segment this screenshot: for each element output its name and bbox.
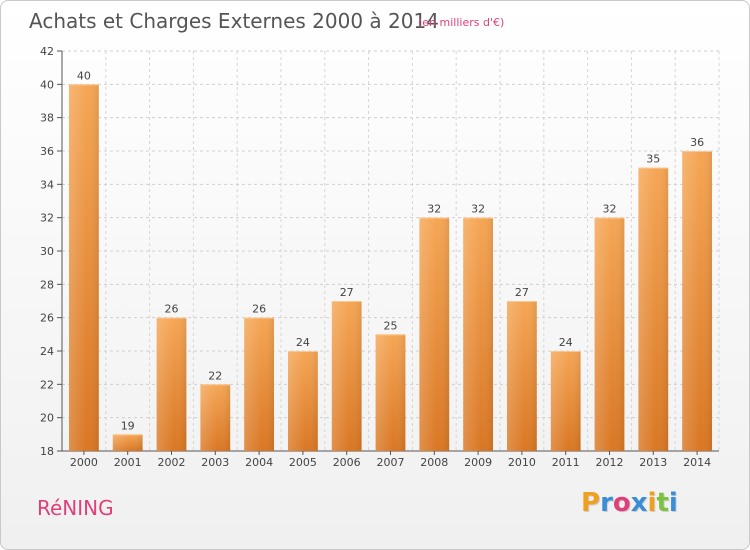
x-tick-label: 2001	[114, 456, 142, 469]
x-tick-label: 2007	[377, 456, 405, 469]
data-label: 27	[340, 286, 354, 299]
y-tick-label: 38	[40, 112, 54, 125]
data-label: 25	[384, 319, 398, 332]
x-tick-label: 2000	[70, 456, 98, 469]
y-tick-label: 40	[40, 78, 54, 91]
bar-shade	[463, 217, 493, 451]
bar-shade	[682, 151, 712, 451]
y-tick-label: 26	[40, 312, 54, 325]
chart-title: Achats et Charges Externes 2000 à 2014	[29, 9, 439, 33]
bar-shade	[112, 434, 143, 451]
x-tick-label: 2002	[158, 456, 186, 469]
data-label: 27	[515, 286, 529, 299]
data-label: 26	[165, 303, 179, 316]
proxiti-logo: Proxiti	[581, 488, 678, 518]
logo-letter: i	[668, 488, 678, 518]
y-tick-label: 30	[40, 245, 54, 258]
x-axis-ticks: 2000 2001 2002 2003 2004 2005 2006 2007 2008 2009…	[70, 456, 711, 469]
logo-letter: P	[581, 488, 601, 518]
data-label: 40	[77, 69, 91, 82]
bar-shade	[288, 351, 318, 451]
y-tick-label: 24	[40, 345, 54, 358]
bar-shade	[375, 334, 406, 451]
y-tick-label: 28	[40, 278, 54, 291]
logo-letter: x	[630, 488, 648, 518]
x-tick-label: 2005	[289, 456, 317, 469]
data-label: 22	[208, 369, 222, 382]
data-label: 36	[690, 136, 704, 149]
y-tick-label: 34	[40, 178, 54, 191]
x-tick-label: 2009	[464, 456, 492, 469]
data-label: 32	[603, 203, 617, 216]
bar-shade	[594, 217, 625, 451]
data-label: 26	[252, 303, 266, 316]
x-tick-label: 2008	[420, 456, 448, 469]
x-tick-label: 2014	[683, 456, 711, 469]
bar-shade	[331, 301, 362, 451]
bar-shade	[156, 317, 187, 451]
x-tick-label: 2010	[508, 456, 536, 469]
logo-letter: i	[647, 488, 657, 518]
x-tick-label: 2012	[596, 456, 624, 469]
x-tick-label: 2004	[245, 456, 273, 469]
data-label: 24	[296, 336, 310, 349]
y-tick-label: 22	[40, 378, 54, 391]
bar-shade	[419, 217, 450, 451]
y-tick-label: 36	[40, 145, 54, 158]
y-axis-ticks: 18 20 22 24 26 28 30 32 34 36 38 40 42	[40, 45, 54, 458]
y-tick-label: 32	[40, 212, 54, 225]
data-labels: 40 19 26 22 26 24 27 25 32 32 27 24 32 35 36	[77, 69, 704, 432]
x-tick-label: 2003	[201, 456, 229, 469]
y-tick-label: 18	[40, 445, 54, 458]
y-tick-label: 20	[40, 412, 54, 425]
bar-shade	[69, 84, 99, 451]
chart-subtitle: (en milliers d'€)	[418, 16, 505, 29]
data-label: 19	[121, 419, 135, 432]
bar-shade	[550, 351, 581, 451]
logo-letter: o	[612, 488, 631, 518]
data-label: 24	[559, 336, 573, 349]
bars	[69, 84, 712, 451]
x-tick-label: 2011	[552, 456, 580, 469]
commune-name: RéNING	[37, 496, 114, 520]
bar-shade	[507, 301, 537, 451]
y-tick-label: 42	[40, 45, 54, 58]
data-label: 32	[427, 203, 441, 216]
data-label: 32	[471, 203, 485, 216]
logo-letter: r	[600, 488, 613, 518]
bar-shade	[200, 384, 231, 451]
x-tick-label: 2006	[333, 456, 361, 469]
bar-shade	[638, 167, 669, 451]
x-tick-label: 2013	[639, 456, 667, 469]
bar-shade	[244, 317, 274, 451]
logo-letter: t	[656, 488, 669, 518]
data-label: 35	[646, 153, 660, 166]
